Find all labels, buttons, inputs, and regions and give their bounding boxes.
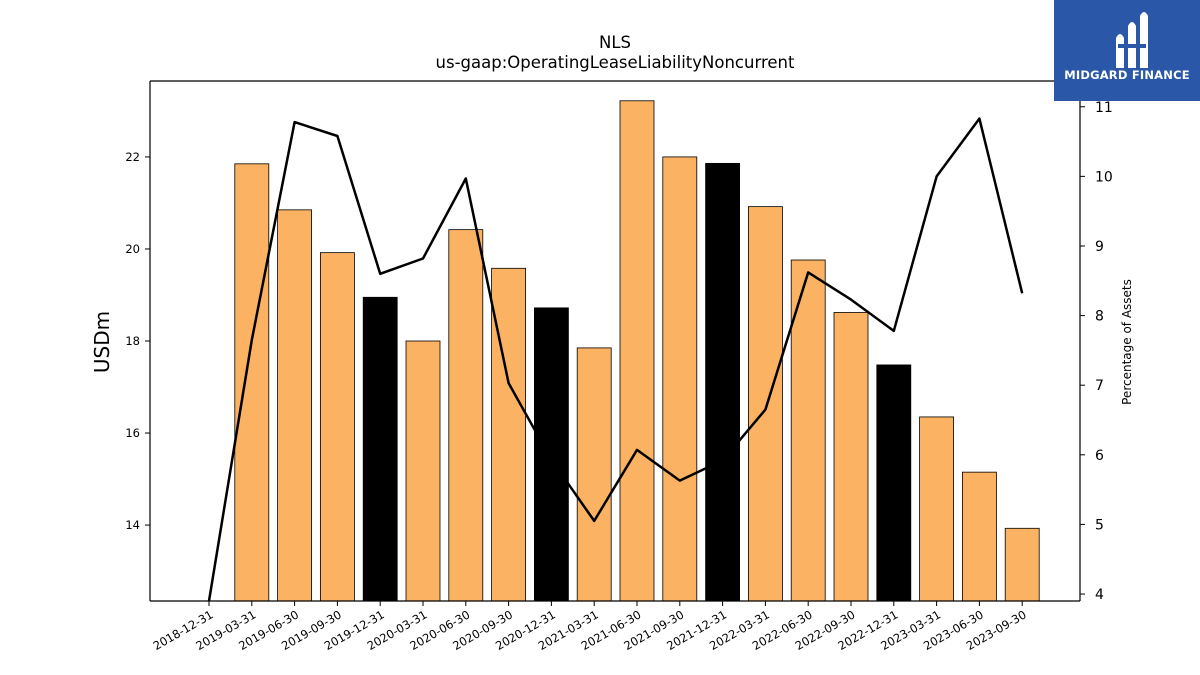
y-tick-label: 22 bbox=[125, 150, 140, 164]
y2-tick-label: 4 bbox=[1095, 587, 1104, 603]
bar bbox=[619, 100, 655, 602]
bar bbox=[833, 312, 869, 602]
y-axis-label: USDm bbox=[90, 311, 114, 373]
bar bbox=[919, 416, 954, 602]
y-tick-label: 20 bbox=[125, 242, 140, 256]
bar bbox=[491, 267, 527, 602]
bar bbox=[277, 209, 313, 602]
chart-title: NLS bbox=[599, 33, 631, 52]
y2-tick-label: 5 bbox=[1095, 517, 1104, 533]
bar bbox=[790, 259, 826, 602]
y2-tick-label: 10 bbox=[1095, 169, 1113, 185]
y2-tick-label: 9 bbox=[1095, 239, 1104, 255]
y-tick-label: 14 bbox=[125, 518, 140, 532]
y2-tick-label: 8 bbox=[1095, 309, 1104, 325]
bar bbox=[662, 156, 698, 602]
bar bbox=[576, 347, 612, 602]
bar bbox=[962, 471, 997, 602]
logo-text: MIDGARD FINANCE bbox=[1064, 68, 1190, 82]
logo-mark-icon bbox=[1116, 12, 1148, 68]
bar bbox=[405, 340, 441, 602]
plot-area: 141618202245678910112018-12-312019-03-31… bbox=[125, 80, 1113, 653]
brand-logo: MIDGARD FINANCE bbox=[1054, 0, 1200, 101]
chart-subtitle: us-gaap:OperatingLeaseLiabilityNoncurren… bbox=[436, 53, 795, 72]
bar bbox=[362, 296, 398, 602]
bar bbox=[534, 307, 569, 602]
y2-axis-label: Percentage of Assets bbox=[1120, 279, 1134, 405]
bar bbox=[748, 206, 783, 602]
percentage-line bbox=[207, 117, 1024, 602]
bar bbox=[448, 229, 484, 602]
bar bbox=[705, 162, 740, 602]
y2-tick-label: 6 bbox=[1095, 448, 1104, 464]
bar bbox=[1004, 527, 1040, 602]
bar bbox=[234, 163, 270, 602]
y-tick-label: 18 bbox=[125, 334, 140, 348]
bar bbox=[319, 252, 355, 602]
y2-tick-label: 7 bbox=[1095, 378, 1104, 394]
y-tick-label: 16 bbox=[125, 426, 140, 440]
bar bbox=[876, 364, 912, 602]
y2-tick-label: 11 bbox=[1095, 100, 1113, 116]
